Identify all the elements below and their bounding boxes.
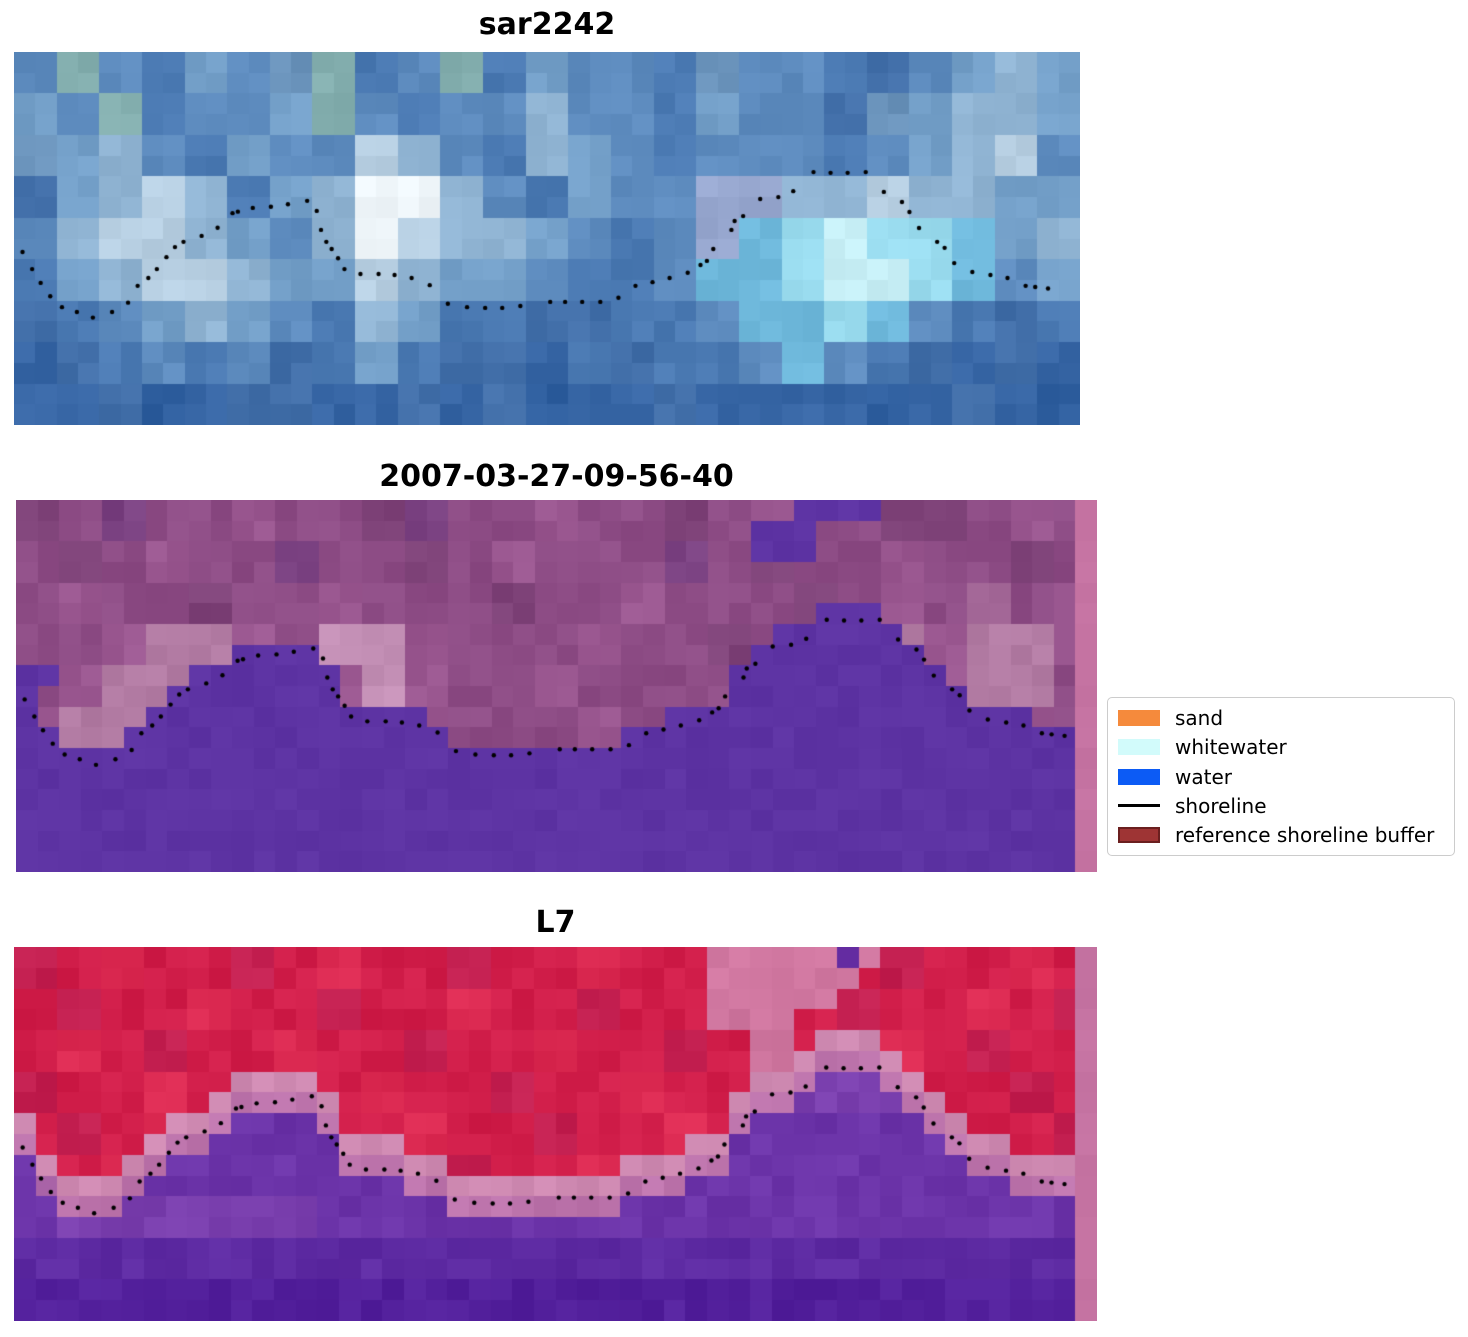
sar2242-image: [14, 52, 1080, 425]
panel-title-l7: L7: [535, 905, 576, 940]
classified-image: [16, 500, 1097, 872]
panel-title-classified: 2007-03-27-09-56-40: [379, 459, 734, 494]
legend-item-whitewater: whitewater: [1118, 732, 1444, 761]
legend-label-sand: sand: [1175, 705, 1224, 730]
legend-item-water: water: [1118, 762, 1444, 791]
legend-item-sand: sand: [1118, 703, 1444, 732]
l7-image: [14, 947, 1097, 1321]
legend-label-water: water: [1175, 764, 1232, 789]
legend-label-shoreline: shoreline: [1175, 793, 1267, 818]
legend-item-shoreline: shoreline: [1118, 791, 1444, 820]
reference-buffer-swatch-icon: [1118, 827, 1160, 844]
legend-item-reference-buffer: reference shoreline buffer: [1118, 821, 1444, 850]
whitewater-swatch-icon: [1118, 739, 1160, 756]
panel-title-sar2242: sar2242: [478, 7, 616, 42]
sand-swatch-icon: [1118, 709, 1160, 726]
shoreline-line-icon: [1118, 804, 1160, 808]
legend-label-whitewater: whitewater: [1175, 735, 1287, 760]
water-swatch-icon: [1118, 768, 1160, 785]
legend: sand whitewater water shoreline referenc…: [1107, 697, 1455, 856]
legend-label-reference-buffer: reference shoreline buffer: [1175, 823, 1435, 848]
